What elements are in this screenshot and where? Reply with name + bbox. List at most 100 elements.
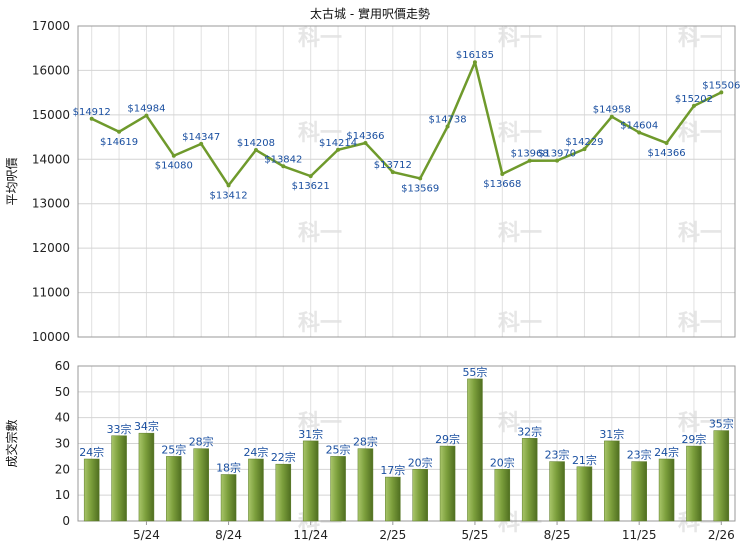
price-ytick-label: 15000 xyxy=(32,108,70,122)
price-data-label: $14958 xyxy=(593,105,631,116)
price-data-label: $15506 xyxy=(702,80,740,91)
price-data-label: $13970 xyxy=(538,149,576,160)
x-tick-label: 5/24 xyxy=(133,528,160,542)
volume-data-label: 24宗 xyxy=(243,445,268,459)
price-axis-title: 平均呎價 xyxy=(5,157,19,205)
watermark-text: 科一 xyxy=(298,26,342,51)
volume-ytick-label: 40 xyxy=(55,411,70,425)
price-point xyxy=(171,153,176,158)
price-point xyxy=(719,90,724,95)
volume-bar xyxy=(494,469,511,522)
price-point xyxy=(500,172,505,177)
watermark-text: 科一 xyxy=(298,221,342,246)
watermark-text: 科一 xyxy=(678,311,722,336)
price-point xyxy=(281,164,286,169)
volume-data-label: 55宗 xyxy=(462,365,487,379)
volume-data-label: 34宗 xyxy=(134,419,159,433)
volume-data-label: 25宗 xyxy=(326,442,351,456)
volume-ytick-label: 50 xyxy=(55,385,70,399)
volume-bar xyxy=(549,461,565,522)
x-tick-label: 8/25 xyxy=(544,528,571,542)
volume-data-label: 29宗 xyxy=(681,432,706,446)
price-point xyxy=(226,183,231,188)
price-data-label: $13569 xyxy=(401,183,439,194)
price-point xyxy=(144,113,149,118)
price-data-label: $14366 xyxy=(647,148,685,159)
volume-bar xyxy=(302,440,319,522)
volume-bar xyxy=(576,466,593,522)
x-tick-label: 2/26 xyxy=(708,528,735,542)
price-data-label: $13842 xyxy=(264,154,302,165)
price-ytick-label: 12000 xyxy=(32,241,70,255)
price-point xyxy=(582,147,587,152)
volume-bar xyxy=(330,456,346,522)
price-data-label: $14208 xyxy=(237,138,275,149)
price-point xyxy=(199,141,204,146)
volume-bar xyxy=(248,458,264,522)
volume-data-label: 32宗 xyxy=(517,424,542,438)
price-series-line xyxy=(91,60,722,187)
volume-data-label: 24宗 xyxy=(654,445,679,459)
price-ytick-label: 13000 xyxy=(32,197,70,211)
x-tick-label: 2/25 xyxy=(379,528,406,542)
price-data-label: $14229 xyxy=(565,137,603,148)
watermark-text: 科一 xyxy=(298,121,342,146)
price-point xyxy=(664,141,669,146)
price-data-label: $16185 xyxy=(456,50,494,61)
price-point xyxy=(390,170,395,175)
x-tick-label: 8/24 xyxy=(215,528,242,542)
price-point xyxy=(555,158,560,163)
volume-data-label: 25宗 xyxy=(161,442,186,456)
price-data-label: $14347 xyxy=(182,132,220,143)
volume-ytick-label: 30 xyxy=(55,437,70,451)
volume-axis-title: 成交宗數 xyxy=(4,419,19,467)
volume-bar xyxy=(412,469,428,522)
volume-bar xyxy=(439,445,456,522)
price-data-label: $14984 xyxy=(127,104,165,115)
volume-data-label: 31宗 xyxy=(298,427,323,441)
price-ytick-label: 10000 xyxy=(32,330,70,344)
price-point xyxy=(609,114,614,119)
volume-data-label: 28宗 xyxy=(189,435,214,449)
price-frame xyxy=(77,25,736,338)
watermark-text: 科一 xyxy=(498,121,542,146)
price-point xyxy=(472,60,477,65)
price-data-label: $14604 xyxy=(620,120,658,131)
volume-data-label: 29宗 xyxy=(435,432,460,446)
price-point xyxy=(363,141,368,146)
price-point xyxy=(308,174,313,179)
volume-data-label: 20宗 xyxy=(408,455,433,469)
watermark-text: 科一 xyxy=(498,411,542,436)
price-data-label: $13968 xyxy=(511,149,549,160)
price-data-label: $13412 xyxy=(209,190,247,201)
chart-title: 太古城 - 實用呎價走勢 xyxy=(310,6,430,21)
volume-bar xyxy=(631,461,647,522)
watermark-text: 科一 xyxy=(298,311,342,336)
volume-bar xyxy=(138,432,155,522)
volume-bar xyxy=(713,430,730,522)
volume-ytick-label: 20 xyxy=(55,462,70,476)
x-tick-label: 11/24 xyxy=(293,528,328,542)
volume-data-label: 33宗 xyxy=(107,422,132,436)
watermark-text: 科一 xyxy=(678,221,722,246)
price-point xyxy=(117,129,122,134)
price-data-label: $14619 xyxy=(100,137,138,148)
watermark-text: 科一 xyxy=(498,221,542,246)
watermark-text: 科一 xyxy=(498,26,542,51)
volume-bar xyxy=(357,448,374,522)
volume-data-label: 20宗 xyxy=(490,455,515,469)
price-point xyxy=(336,147,341,152)
volume-bar xyxy=(275,463,292,522)
watermark-text: 科一 xyxy=(678,26,722,51)
volume-ytick-label: 60 xyxy=(55,359,70,373)
price-data-label: $13621 xyxy=(292,181,330,192)
watermark-text: 科一 xyxy=(498,311,542,336)
price-point xyxy=(637,130,642,135)
volume-data-label: 17宗 xyxy=(380,463,405,477)
volume-bar xyxy=(604,440,620,522)
price-data-label: $14214 xyxy=(319,138,357,149)
volume-bar xyxy=(467,378,483,522)
price-data-label: $13668 xyxy=(483,179,521,190)
price-data-label: $14738 xyxy=(428,114,466,125)
volume-bar xyxy=(521,438,538,522)
